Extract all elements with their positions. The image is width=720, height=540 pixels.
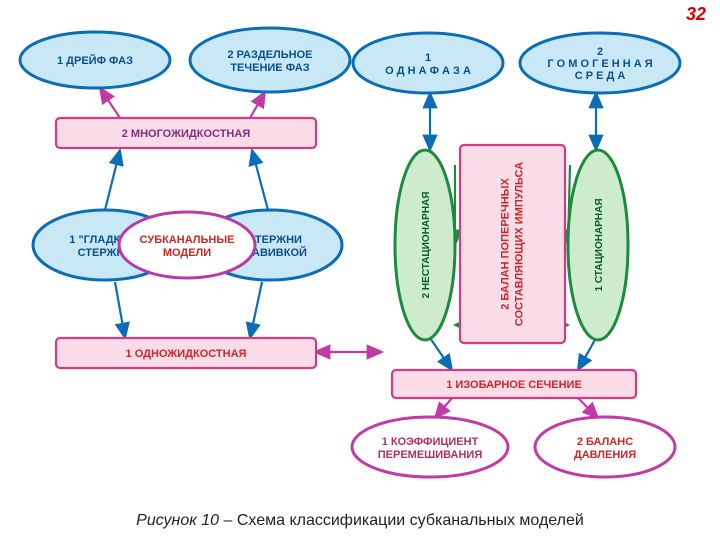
svg-text:1 СТАЦИОНАРНАЯ: 1 СТАЦИОНАРНАЯ: [594, 198, 605, 291]
caption-text: – Схема классификации субканальных модел…: [219, 512, 584, 529]
svg-text:2 НЕСТАЦИОНАРНАЯ: 2 НЕСТАЦИОНАРНАЯ: [421, 192, 432, 299]
caption-prefix: Рисунок 10: [136, 512, 219, 529]
svg-text:2 БАЛАНСДАВЛЕНИЯ: 2 БАЛАНСДАВЛЕНИЯ: [574, 436, 636, 461]
svg-text:1 ОДНОЖИДКОСТНАЯ: 1 ОДНОЖИДКОСТНАЯ: [126, 348, 247, 360]
svg-text:1 ДРЕЙФ ФАЗ: 1 ДРЕЙФ ФАЗ: [57, 54, 133, 67]
svg-text:1 ИЗОБАРНОЕ СЕЧЕНИЕ: 1 ИЗОБАРНОЕ СЕЧЕНИЕ: [446, 379, 582, 391]
svg-text:2 МНОГОЖИДКОСТНАЯ: 2 МНОГОЖИДКОСТНАЯ: [122, 128, 251, 140]
page-number: 32: [686, 4, 706, 25]
figure-caption: Рисунок 10 – Схема классификации субкана…: [0, 512, 720, 530]
svg-text:1 КОЭФФИЦИЕНТПЕРЕМЕШИВАНИЯ: 1 КОЭФФИЦИЕНТПЕРЕМЕШИВАНИЯ: [378, 436, 483, 461]
svg-text:2 РАЗДЕЛЬНОЕТЕЧЕНИЕ ФАЗ: 2 РАЗДЕЛЬНОЕТЕЧЕНИЕ ФАЗ: [227, 49, 312, 74]
classification-diagram: 2 МНОГОЖИДКОСТНАЯ 1 ОДНОЖИДКОСТНАЯ 2 БАЛАН…: [0, 0, 720, 490]
